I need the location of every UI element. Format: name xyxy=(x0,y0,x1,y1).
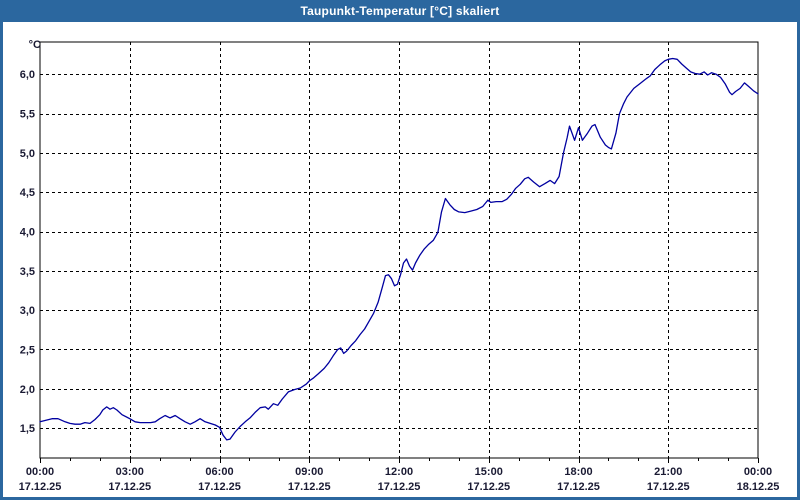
y-tick-label: 5,0 xyxy=(20,148,35,160)
y-tick-label: 1,5 xyxy=(20,423,35,435)
y-tick-label: 4,5 xyxy=(20,187,35,199)
y-tick-label: 3,5 xyxy=(20,266,35,278)
x-tick-date-label: 17.12.25 xyxy=(19,481,62,493)
chart-canvas: 6,0 5,5 5,0 4,5 4,0 3,5 3,0 2,5 2,0 1,5 00:00 17.12… xyxy=(19,39,780,493)
x-tick-time-label: 00:00 xyxy=(26,466,54,478)
dewpoint-series-line xyxy=(39,57,759,441)
window-title: Taupunkt-Temperatur [°C] skaliert xyxy=(300,4,500,18)
x-tick-time-label: 18:00 xyxy=(564,466,592,478)
y-tick-label: 2,5 xyxy=(20,344,35,356)
x-tick-time-label: 03:00 xyxy=(116,466,144,478)
x-tick-date-label: 18.12.25 xyxy=(737,481,780,493)
y-tick-label: 6,0 xyxy=(20,69,35,81)
x-tick-date-label: 17.12.25 xyxy=(647,481,690,493)
x-tick-date-label: 17.12.25 xyxy=(198,481,241,493)
x-tick-time-label: 21:00 xyxy=(654,466,682,478)
x-tick-time-label: 12:00 xyxy=(385,466,413,478)
plot-frame xyxy=(39,41,759,459)
x-tick-date-label: 17.12.25 xyxy=(288,481,331,493)
x-tick-time-label: 15:00 xyxy=(475,466,503,478)
y-tick-label: 2,0 xyxy=(20,384,35,396)
x-tick-date-label: 17.12.25 xyxy=(108,481,151,493)
y-tick-label: 3,0 xyxy=(20,305,35,317)
x-tick-date-label: 17.12.25 xyxy=(378,481,421,493)
x-tick-time-label: 06:00 xyxy=(205,466,233,478)
y-tick-label: 4,0 xyxy=(20,227,35,239)
x-tick-date-label: 17.12.25 xyxy=(467,481,510,493)
x-tick-time-label: 09:00 xyxy=(295,466,323,478)
x-tick-date-label: 17.12.25 xyxy=(557,481,600,493)
x-tick-time-label: 00:00 xyxy=(744,466,772,478)
window-titlebar: Taupunkt-Temperatur [°C] skaliert xyxy=(3,0,797,22)
y-tick-label: 5,5 xyxy=(20,109,35,121)
y-axis-unit-label: °C xyxy=(29,39,41,51)
